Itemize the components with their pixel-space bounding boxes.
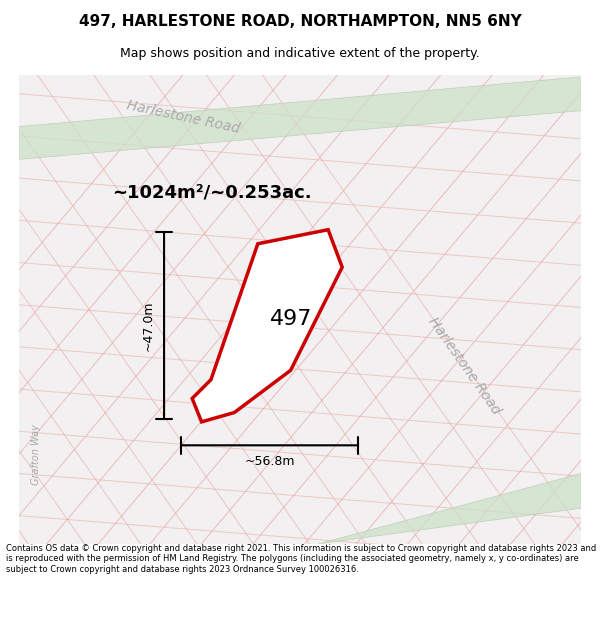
Text: Harlestone Road: Harlestone Road bbox=[125, 98, 241, 136]
Text: 497, HARLESTONE ROAD, NORTHAMPTON, NN5 6NY: 497, HARLESTONE ROAD, NORTHAMPTON, NN5 6… bbox=[79, 14, 521, 29]
Text: ~1024m²/~0.253ac.: ~1024m²/~0.253ac. bbox=[113, 183, 312, 201]
Text: Map shows position and indicative extent of the property.: Map shows position and indicative extent… bbox=[120, 48, 480, 61]
Polygon shape bbox=[19, 77, 581, 159]
Text: 497: 497 bbox=[269, 309, 312, 329]
Text: Harlestone Road: Harlestone Road bbox=[425, 314, 503, 417]
Text: ~47.0m: ~47.0m bbox=[142, 301, 155, 351]
Text: Grafton Way: Grafton Way bbox=[31, 424, 41, 485]
Polygon shape bbox=[319, 474, 581, 544]
Polygon shape bbox=[192, 229, 342, 422]
Text: ~56.8m: ~56.8m bbox=[244, 455, 295, 468]
Text: Contains OS data © Crown copyright and database right 2021. This information is : Contains OS data © Crown copyright and d… bbox=[6, 544, 596, 574]
